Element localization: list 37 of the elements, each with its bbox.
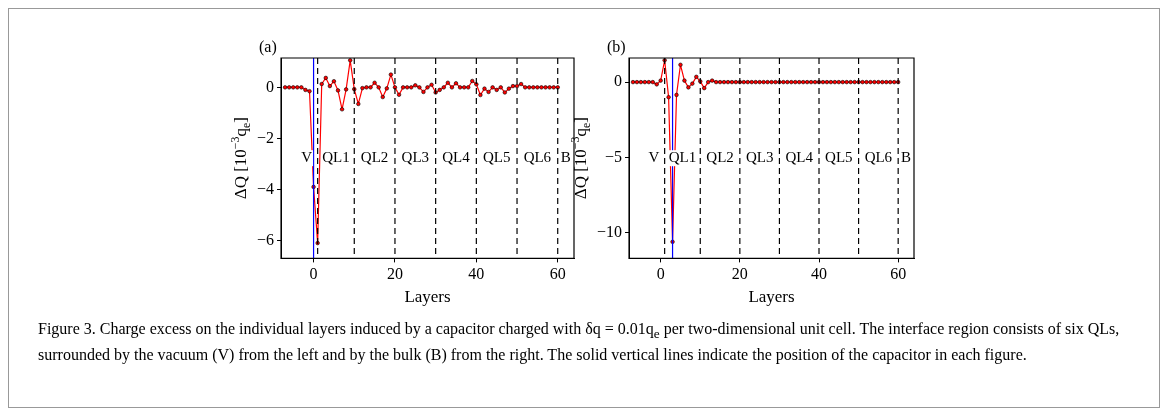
x-tick-label: 0 xyxy=(656,265,665,283)
y-tick-label: 0 xyxy=(614,72,623,90)
x-tick-label: 20 xyxy=(386,265,403,283)
y-tick-label: −10 xyxy=(596,222,623,240)
annotation: QL6 xyxy=(864,149,893,166)
annotation: QL2 xyxy=(706,149,734,166)
x-tick-label: 60 xyxy=(549,265,566,283)
x-tick-label: 40 xyxy=(468,265,485,283)
x-tick-label: 20 xyxy=(731,265,748,283)
y-tick-label: −5 xyxy=(604,147,623,165)
annotation: QL2 xyxy=(360,149,389,166)
y-tick-label: −6 xyxy=(256,230,275,248)
x-tick-label: 40 xyxy=(811,265,828,283)
y-tick-label: −2 xyxy=(256,128,275,146)
chart-title: (a) xyxy=(259,38,277,57)
annotation: QL1 xyxy=(668,149,697,166)
annotation: QL4 xyxy=(442,149,471,166)
annotation: QL1 xyxy=(322,149,350,166)
annotation: B xyxy=(901,149,912,166)
annotation: B xyxy=(560,149,571,166)
x-axis-title: Layers xyxy=(748,287,795,307)
x-axis-title: Layers xyxy=(404,287,451,307)
annotation: QL6 xyxy=(523,149,552,166)
x-tick-label: 0 xyxy=(309,265,318,283)
y-tick-label: 0 xyxy=(266,77,275,95)
y-tick-label: −4 xyxy=(256,179,275,197)
x-tick-label: 60 xyxy=(890,265,907,283)
annotation: V xyxy=(648,149,660,166)
y-axis-title: ΔQ [10−3qe] xyxy=(228,117,254,200)
annotation: QL3 xyxy=(745,149,774,166)
caption: Figure 3. Charge excess on the individual layers induced by a capacitor charged with δq = 0.01q$_{e}$ per two-dimensional unit cell. The interface region consists of six QLs, surrounded by the vacuum (V) from the left and by the bulk (B) from the right. The solid vertical lines indicate the position of the capacitor in each figure. xyxy=(38,319,1121,366)
annotation: QL5 xyxy=(825,149,853,166)
annotation: V xyxy=(301,149,313,166)
annotation: QL5 xyxy=(482,149,511,166)
annotation: QL3 xyxy=(401,149,430,166)
annotation: QL4 xyxy=(785,149,814,166)
chart-title: (b) xyxy=(607,38,626,57)
